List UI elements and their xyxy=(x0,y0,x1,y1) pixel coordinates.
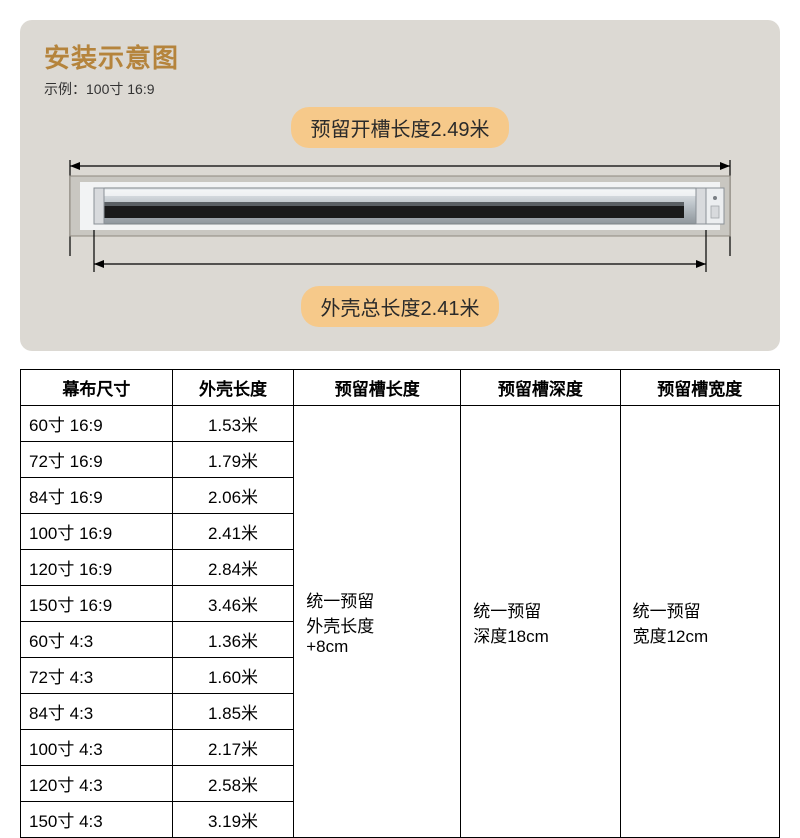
cell-screen-size: 100寸 16:9 xyxy=(21,514,173,550)
cell-screen-size: 84寸 4:3 xyxy=(21,694,173,730)
cell-screen-size: 72寸 16:9 xyxy=(21,442,173,478)
cell-shell-length: 3.19米 xyxy=(172,802,293,838)
col-slot-length: 预留槽长度 xyxy=(294,370,461,406)
diagram-title: 安装示意图 xyxy=(44,38,756,75)
cell-screen-size: 60寸 16:9 xyxy=(21,406,173,442)
table-header-row: 幕布尺寸 外壳长度 预留槽长度 预留槽深度 预留槽宽度 xyxy=(21,370,780,406)
cell-screen-size: 150寸 4:3 xyxy=(21,802,173,838)
cell-shell-length: 1.85米 xyxy=(172,694,293,730)
col-slot-width: 预留槽宽度 xyxy=(620,370,779,406)
cell-shell-length: 2.58米 xyxy=(172,766,293,802)
cell-shell-length: 1.60米 xyxy=(172,658,293,694)
cell-shell-length: 2.41米 xyxy=(172,514,293,550)
cell-screen-size: 84寸 16:9 xyxy=(21,478,173,514)
cell-shell-length: 1.53米 xyxy=(172,406,293,442)
shell-length-label: 外壳总长度2.41米 xyxy=(301,286,500,327)
cell-screen-size: 100寸 4:3 xyxy=(21,730,173,766)
cell-screen-size: 120寸 16:9 xyxy=(21,550,173,586)
cell-slot-length-merged: 统一预留外壳长度+8cm xyxy=(294,406,461,838)
housing-diagram xyxy=(44,152,756,282)
cell-shell-length: 2.17米 xyxy=(172,730,293,766)
shell-length-label-row: 外壳总长度2.41米 xyxy=(44,286,756,327)
cell-shell-length: 2.06米 xyxy=(172,478,293,514)
installation-diagram-panel: 安装示意图 示例：100寸 16:9 预留开槽长度2.49米 xyxy=(20,20,780,351)
cell-screen-size: 60寸 4:3 xyxy=(21,622,173,658)
spec-table: 幕布尺寸 外壳长度 预留槽长度 预留槽深度 预留槽宽度 60寸 16:91.53… xyxy=(20,369,780,838)
col-shell-length: 外壳长度 xyxy=(172,370,293,406)
cell-shell-length: 1.79米 xyxy=(172,442,293,478)
table-row: 60寸 16:91.53米统一预留外壳长度+8cm统一预留深度18cm统一预留宽… xyxy=(21,406,780,442)
cell-shell-length: 2.84米 xyxy=(172,550,293,586)
slot-length-label-row: 预留开槽长度2.49米 xyxy=(44,107,756,148)
cell-shell-length: 1.36米 xyxy=(172,622,293,658)
cell-screen-size: 120寸 4:3 xyxy=(21,766,173,802)
cell-screen-size: 150寸 16:9 xyxy=(21,586,173,622)
col-screen-size: 幕布尺寸 xyxy=(21,370,173,406)
diagram-subtitle: 示例：100寸 16:9 xyxy=(44,79,756,99)
cell-slot-depth-merged: 统一预留深度18cm xyxy=(461,406,620,838)
cell-screen-size: 72寸 4:3 xyxy=(21,658,173,694)
col-slot-depth: 预留槽深度 xyxy=(461,370,620,406)
cell-slot-width-merged: 统一预留宽度12cm xyxy=(620,406,779,838)
slot-length-label: 预留开槽长度2.49米 xyxy=(291,107,510,148)
cell-shell-length: 3.46米 xyxy=(172,586,293,622)
